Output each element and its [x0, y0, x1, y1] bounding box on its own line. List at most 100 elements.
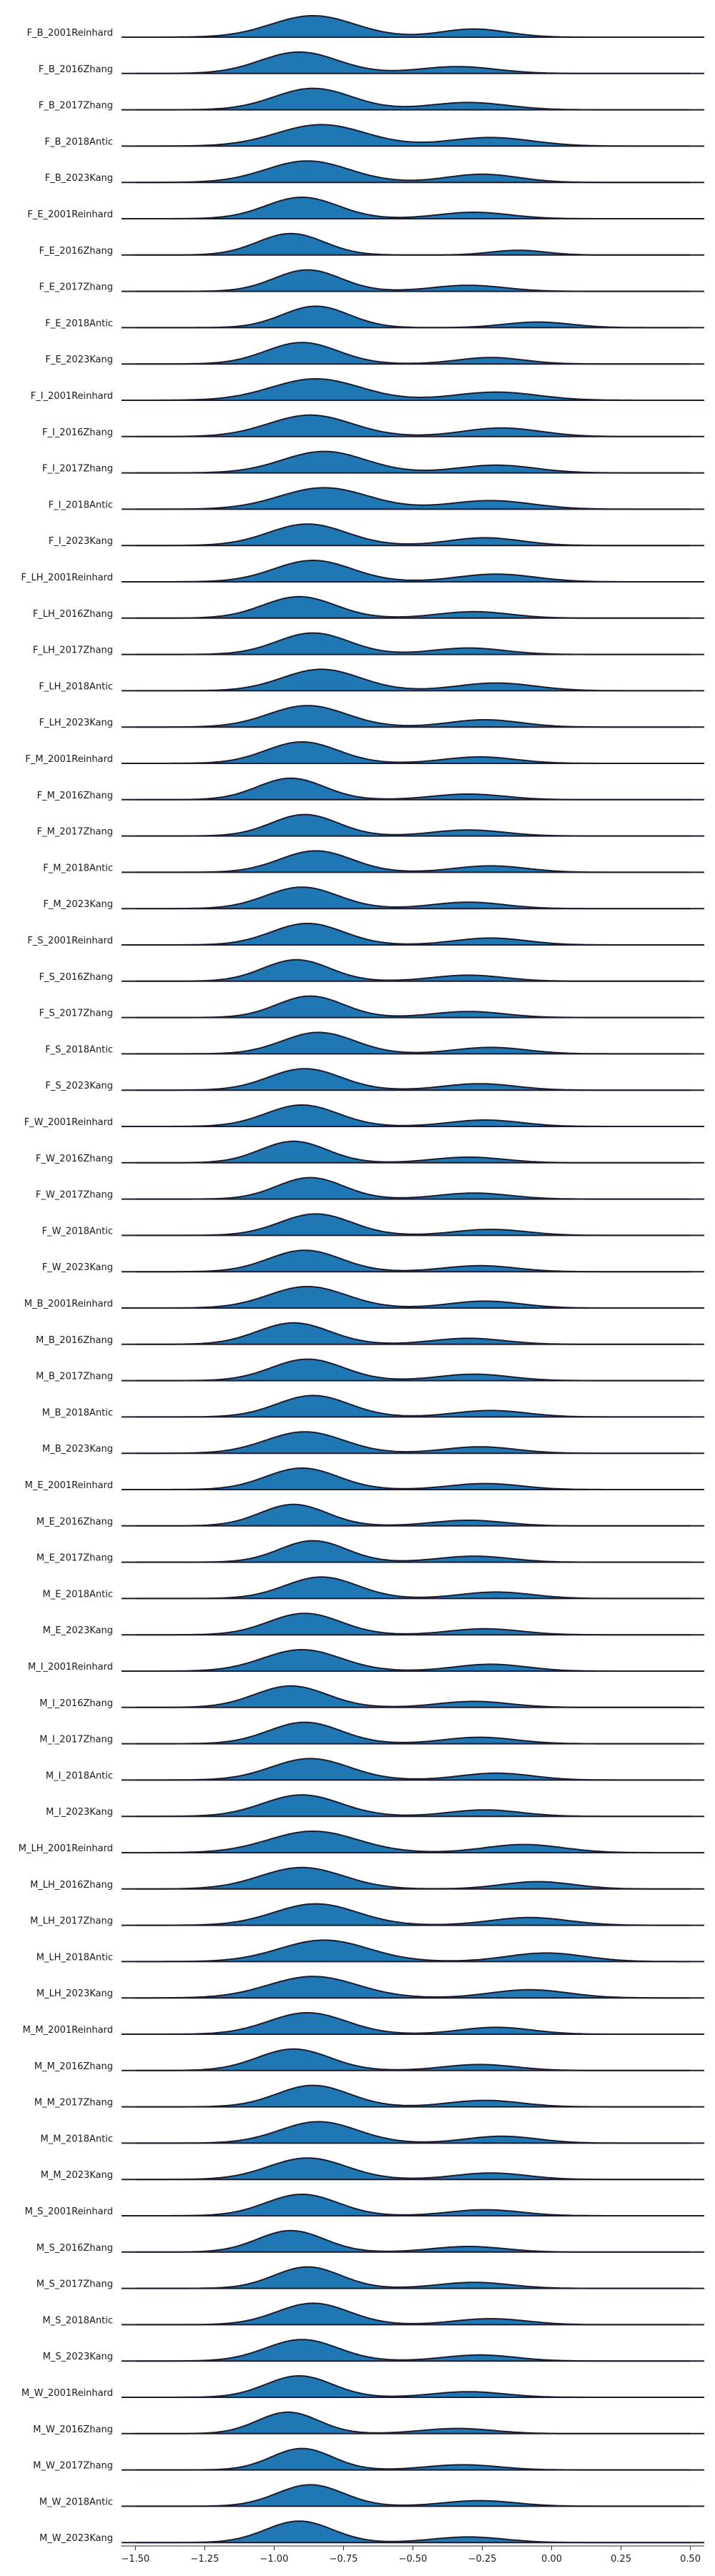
ridge-label: F_I_2016Zhang: [42, 427, 113, 438]
ridge-area: [135, 669, 691, 691]
ridge-M_LH_2001Reinhard: [122, 1830, 704, 1853]
ridge-area: [135, 487, 691, 510]
x-tick-label: 0.25: [611, 2554, 631, 2565]
ridge-label: M_W_2018Antic: [39, 2497, 113, 2507]
ridge-outline: [135, 160, 691, 184]
ridge-label: F_S_2016Zhang: [39, 972, 113, 983]
ridge-M_W_2016Zhang: [122, 2411, 704, 2434]
ridge-outline: [135, 995, 691, 1019]
ridge-outline: [135, 2339, 691, 2362]
ridge-F_S_2018Antic: [122, 1031, 704, 1055]
ridge-outline: [135, 2411, 691, 2434]
ridge-label: M_B_2023Kang: [42, 1444, 113, 1455]
ridge-F_I_2001Reinhard: [122, 377, 704, 401]
ridge-label: F_B_2017Zhang: [39, 101, 113, 112]
ridge-area: [135, 1432, 691, 1454]
ridge-M_S_2001Reinhard: [122, 2193, 704, 2216]
ridge-label: F_W_2017Zhang: [36, 1190, 113, 1201]
ridge-label: M_S_2018Antic: [42, 2315, 113, 2326]
ridge-F_I_2016Zhang: [122, 414, 704, 437]
ridge-M_M_2016Zhang: [122, 2048, 704, 2071]
ridge-area: [135, 923, 691, 945]
ridge-outline: [135, 87, 691, 111]
ridge-outline: [135, 1431, 691, 1455]
ridge-label: M_LH_2016Zhang: [30, 1880, 113, 1891]
ridge-area: [135, 16, 691, 37]
ridge-outline: [135, 523, 691, 547]
ridge-label: M_M_2023Kang: [41, 2170, 113, 2181]
ridge-M_E_2017Zhang: [122, 1540, 704, 1563]
ridge-outline: [135, 1794, 691, 1818]
ridge-outline: [135, 1031, 691, 1055]
ridge-outline: [135, 1467, 691, 1490]
ridge-area: [135, 1322, 691, 1344]
ridges-layer: [122, 14, 704, 2544]
ridge-label: F_I_2023Kang: [49, 536, 113, 547]
ridge-outline: [135, 1830, 691, 1853]
ridge-M_B_2016Zhang: [122, 1322, 704, 1345]
ridge-outline: [135, 958, 691, 982]
ridge-label: M_E_2001Reinhard: [25, 1480, 113, 1491]
ridge-area: [135, 2485, 691, 2507]
ridge-F_W_2016Zhang: [122, 1140, 704, 1164]
ridge-label: F_W_2001Reinhard: [24, 1117, 113, 1128]
ridge-F_M_2018Antic: [122, 850, 704, 873]
ridge-F_LH_2016Zhang: [122, 595, 704, 619]
ridge-outline: [135, 2193, 691, 2216]
ridge-F_M_2023Kang: [122, 886, 704, 910]
ridge-area: [135, 124, 691, 147]
ridge-label: M_I_2023Kang: [46, 1807, 113, 1818]
ridge-label: M_M_2016Zhang: [34, 2061, 113, 2072]
ridge-label: F_E_2018Antic: [45, 318, 113, 329]
ridge-area: [135, 306, 691, 328]
ridge-F_B_2001Reinhard: [122, 14, 704, 38]
ridge-area: [135, 197, 691, 219]
ridge-outline: [135, 2266, 691, 2289]
ridge-area: [135, 2013, 691, 2034]
ridge-outline: [135, 1213, 691, 1237]
ridge-M_E_2001Reinhard: [122, 1467, 704, 1490]
ridge-label: M_E_2018Antic: [42, 1589, 113, 1600]
ridge-M_E_2018Antic: [122, 1576, 704, 1600]
ridge-M_I_2018Antic: [122, 1758, 704, 1781]
ridge-label: M_B_2016Zhang: [36, 1335, 113, 1346]
ridge-M_W_2023Kang: [122, 2520, 704, 2544]
ridge-label: M_W_2016Zhang: [33, 2424, 113, 2435]
ridge-M_I_2016Zhang: [122, 1685, 704, 1708]
ridge-label: M_S_2023Kang: [43, 2352, 113, 2362]
ridge-outline: [135, 1648, 691, 1672]
ridge-outline: [135, 2374, 691, 2398]
ridge-F_B_2016Zhang: [122, 51, 704, 74]
ridge-label: F_S_2001Reinhard: [27, 936, 113, 946]
labels-layer: F_B_2001Reinhard F_B_2016Zhang F_B_2017Zha…: [19, 28, 113, 2544]
ridge-outline: [135, 923, 691, 946]
ridge-outline: [135, 1249, 691, 1273]
ridge-area: [135, 1903, 691, 1926]
ridge-area: [135, 1650, 691, 1671]
ridge-M_I_2001Reinhard: [122, 1648, 704, 1672]
ridge-area: [135, 1795, 691, 1817]
ridge-label: F_M_2018Antic: [43, 863, 113, 873]
ridge-outline: [135, 1104, 691, 1127]
ridge-M_B_2001Reinhard: [122, 1286, 704, 1309]
ridge-label: M_S_2016Zhang: [36, 2243, 113, 2254]
ridge-label: F_W_2018Antic: [42, 1226, 113, 1237]
ridge-label: M_W_2001Reinhard: [21, 2388, 113, 2399]
ridge-area: [135, 2521, 691, 2543]
ridge-label: M_I_2016Zhang: [39, 1698, 113, 1709]
ridge-outline: [135, 305, 691, 329]
ridge-area: [135, 778, 691, 800]
ridge-label: F_B_2016Zhang: [39, 64, 113, 75]
ridge-outline: [135, 850, 691, 873]
ridge-area: [135, 2121, 691, 2144]
ridge-outline: [135, 740, 691, 764]
ridge-area: [135, 1468, 691, 1490]
ridge-label: F_M_2023Kang: [43, 899, 113, 910]
ridge-label: M_M_2001Reinhard: [23, 2025, 113, 2036]
ridge-F_LH_2001Reinhard: [122, 559, 704, 583]
ridge-area: [135, 379, 691, 400]
ridge-area: [135, 851, 691, 873]
ridge-outline: [135, 2484, 691, 2507]
ridge-area: [135, 2448, 691, 2470]
ridge-area: [135, 1105, 691, 1126]
